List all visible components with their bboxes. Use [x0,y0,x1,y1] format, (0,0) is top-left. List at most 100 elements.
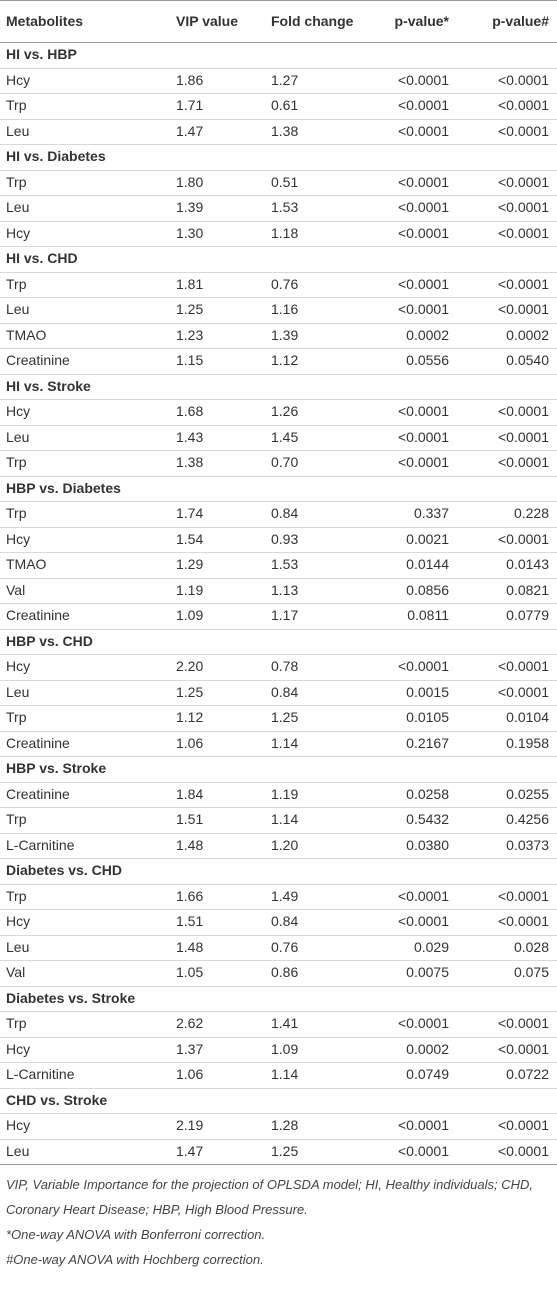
row-rule [0,272,557,273]
value-cell: 2.20 [176,658,204,674]
metabolite: Leu [6,428,30,445]
value-cell: 1.17 [271,607,299,623]
value-cell: <0.0001 [498,71,549,88]
row-rule [0,476,557,477]
value-cell: <0.0001 [398,122,449,139]
row-rule [0,858,557,859]
row-rule [0,603,557,604]
metabolite: Leu [6,301,30,317]
footnote: #One-way ANOVA with Hochberg correction. [6,1252,264,1267]
value-cell: 1.80 [176,173,204,190]
value-cell: <0.0001 [498,301,549,317]
metabolite: Trp [6,709,27,725]
metabolite: Hcy [6,403,31,419]
value-cell: 1.14 [271,811,299,827]
value-cell: <0.0001 [398,454,449,470]
value-cell: <0.0001 [498,683,549,700]
value-cell: 1.48 [176,836,204,853]
group-title: HI vs. Stroke [6,377,91,394]
value-cell: 1.06 [176,1066,204,1082]
value-cell: 1.84 [176,785,204,802]
value-cell: 1.86 [176,71,204,88]
row-rule [0,297,557,298]
value-cell: <0.0001 [498,403,549,419]
value-cell: 1.47 [176,122,204,139]
value-cell: <0.0001 [398,403,449,419]
value-cell: 0.0540 [506,352,549,368]
row-rule [0,1164,557,1165]
metabolite: Hcy [6,224,31,241]
row-rule [0,1113,557,1114]
value-cell: 0.0002 [406,326,449,343]
value-cell: 0.51 [271,173,299,190]
row-rule [0,552,557,553]
value-cell: 1.12 [271,352,299,368]
value-cell: 0.84 [271,913,299,929]
metabolite: Creatinine [6,607,70,623]
value-cell: 0.0021 [406,530,449,547]
value-cell: <0.0001 [398,71,449,88]
value-cell: 1.66 [176,887,204,904]
row-rule [0,680,557,681]
value-cell: <0.0001 [498,275,549,292]
value-cell: 1.51 [176,913,204,929]
value-cell: 1.25 [176,301,204,317]
value-cell: <0.0001 [498,199,549,215]
row-rule [0,986,557,987]
group-title: HI vs. CHD [6,250,78,266]
row-rule [0,756,557,757]
value-cell: 0.0722 [506,1066,549,1082]
metabolite: Val [6,581,26,598]
metabolite: Hcy [6,913,31,929]
value-cell: 1.37 [176,1040,204,1057]
value-cell: 0.0258 [406,785,449,802]
row-rule [0,578,557,579]
value-cell: 0.0749 [406,1066,449,1082]
value-cell: 2.62 [176,1015,204,1031]
value-cell: 1.43 [176,428,204,445]
value-cell: 0.0105 [406,709,449,725]
value-cell: 1.54 [176,530,204,547]
value-cell: <0.0001 [398,199,449,215]
value-cell: 1.29 [176,556,204,572]
metabolite: Leu [6,938,30,955]
value-cell: 1.39 [271,326,299,343]
header-cell: Fold change [271,13,354,29]
metabolite: Hcy [6,1040,31,1057]
value-cell: <0.0001 [498,1015,549,1031]
row-rule [0,782,557,783]
row-rule [0,909,557,910]
value-cell: 1.28 [271,1117,299,1133]
value-cell: 1.14 [271,734,299,751]
value-cell: 0.029 [413,938,449,955]
value-cell: 1.53 [271,556,299,572]
value-cell: 1.74 [176,505,204,521]
metabolite: Trp [6,505,27,521]
metabolite: Leu [6,199,30,215]
value-cell: <0.0001 [498,658,549,674]
value-cell: <0.0001 [498,1117,549,1133]
row-rule [0,425,557,426]
value-cell: 1.30 [176,224,204,241]
value-cell: 0.228 [513,505,549,521]
value-cell: 1.25 [271,1142,299,1159]
value-cell: 1.16 [271,301,299,317]
header-cell: Metabolites [6,13,84,29]
group-title: CHD vs. Stroke [6,1091,108,1108]
value-cell: 0.0255 [506,785,549,802]
value-cell: 1.23 [176,326,204,343]
value-cell: 0.70 [271,454,299,470]
value-cell: 0.76 [271,275,299,292]
value-cell: 1.15 [176,352,204,368]
value-cell: 1.09 [176,607,204,623]
footnotes: VIP, Variable Importance for the project… [6,1172,554,1272]
value-cell: 1.39 [176,199,204,215]
value-cell: 1.51 [176,811,204,827]
value-cell: <0.0001 [398,1117,449,1133]
value-cell: 2.19 [176,1117,204,1133]
value-cell: 0.0104 [506,709,549,725]
metabolite: Creatinine [6,785,70,802]
value-cell: 1.71 [176,97,204,113]
header-rule [0,42,557,43]
